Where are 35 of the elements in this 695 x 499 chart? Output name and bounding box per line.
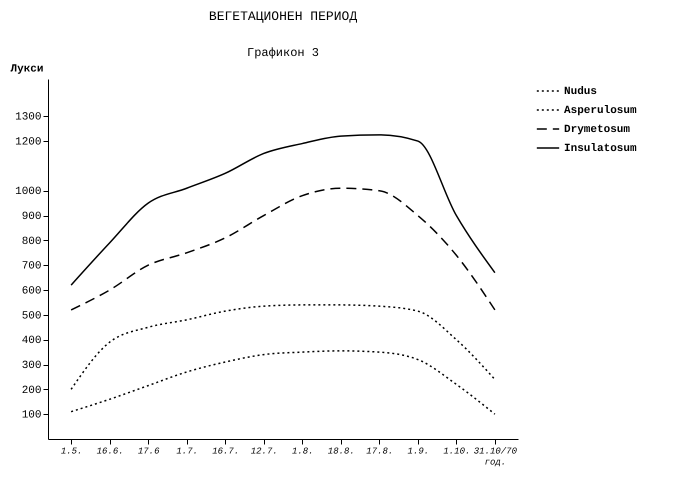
x-tick-label: 12.7. (250, 446, 278, 456)
legend-label: Asperulosum (564, 105, 638, 117)
x-tick-label: 1.7. (176, 446, 198, 456)
y-tick-label: 400 (22, 335, 42, 348)
x-tick-label: 16.6. (96, 446, 124, 456)
x-tick-label: 31.10/70 год. (474, 446, 518, 468)
y-tick-label: 800 (22, 236, 42, 248)
y-tick-label: 1200 (15, 136, 42, 149)
y-tick-label: 1000 (15, 186, 42, 198)
x-tick-label: 1.5. (60, 446, 82, 456)
y-tick-label: 600 (22, 286, 42, 298)
line-series (70, 134, 496, 286)
legend-label: Drymetosum (564, 124, 630, 136)
y-tick-label: 900 (22, 211, 42, 224)
y-tick-label: 100 (22, 410, 42, 422)
x-tick-label: 1.9. (408, 446, 430, 456)
chart-subtitle: Графикон 3 (246, 46, 320, 60)
y-tick-label: 700 (22, 260, 42, 273)
x-tick-label: 1.10. (443, 446, 470, 456)
x-tick-label: 1.8. (292, 446, 314, 456)
y-tick-label: 1300 (15, 112, 42, 124)
line-series (70, 304, 496, 390)
line-series (70, 350, 496, 415)
y-axis-title: Лукси (10, 64, 44, 76)
x-tick-label: 17.8. (366, 446, 394, 456)
x-tick-label: 18.8. (328, 446, 355, 456)
x-tick-label: 16.7. (212, 446, 240, 456)
y-tick-label: 300 (22, 360, 42, 372)
chart-title: ВЕГЕТАЦИОНЕН ПЕРИОД (208, 9, 358, 24)
line-series (70, 187, 496, 311)
y-tick-label: 500 (22, 310, 42, 322)
x-tick-label: 17.6 (138, 446, 160, 456)
y-tick-label: 200 (22, 384, 42, 397)
legend-label: Insulatosum (564, 143, 638, 155)
legend-label: Nudus (564, 86, 598, 98)
